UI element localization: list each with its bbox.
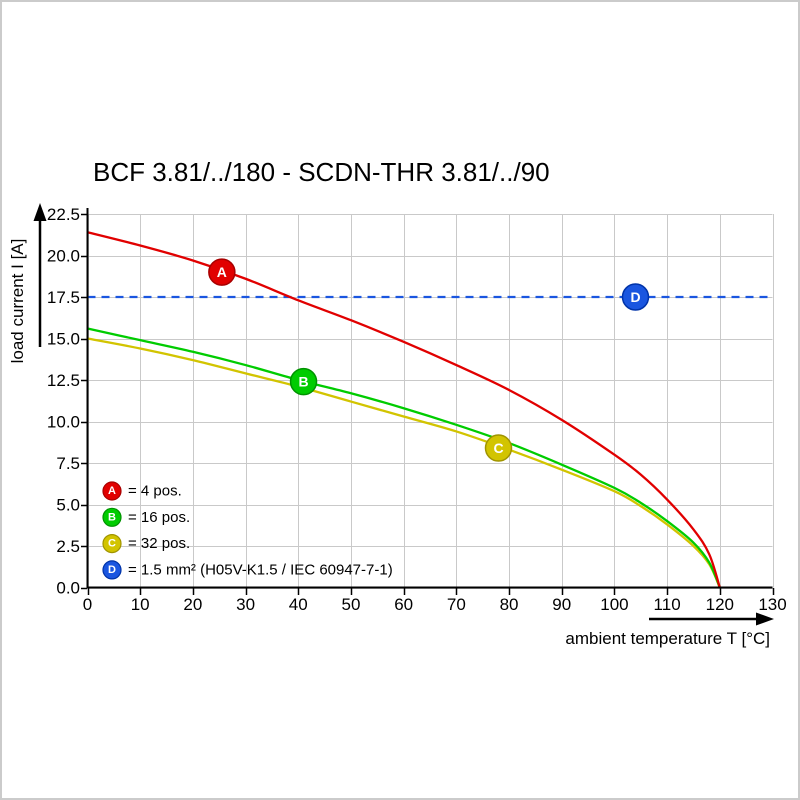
x-tick-label: 40 [289,595,308,614]
y-tick-label: 10.0 [47,413,80,432]
chart-title: BCF 3.81/../180 - SCDN-THR 3.81/../90 [93,157,550,187]
x-axis-arrow-head [756,612,774,626]
y-tick-label: 5.0 [56,496,80,515]
tick-labels: 0 10 20 30 40 50 60 70 80 90 100 110 120 130 0.0 2.5 5.0… [47,205,787,614]
legend-marker-letter-D: D [108,564,116,576]
marker-C [484,434,513,462]
axis-arrows [33,203,774,626]
y-tick-label: 2.5 [56,537,80,556]
legend: A = 4 pos. B = 16 pos. C = 32 pos. D = 1.5 mm² … [102,481,393,580]
legend-item-D: D = 1.5 mm² (H05V-K1.5 / IEC 60947-7-1) [102,560,393,580]
legend-item-C: C = 32 pos. [102,533,190,554]
x-tick-label: 130 [758,595,786,614]
axes [81,208,775,595]
x-tick-label: 110 [654,595,681,614]
y-tick-label: 17.5 [47,288,80,307]
y-tick-label: 7.5 [56,454,80,473]
curves [87,231,773,588]
x-tick-label: 30 [236,595,255,614]
grid [87,214,774,589]
marker-D [621,283,650,311]
marker-A [208,258,236,286]
y-tick-label: 22.5 [47,205,80,224]
x-tick-label: 70 [447,595,466,614]
legend-marker-letter-B: B [108,511,116,523]
legend-marker-letter-C: C [108,538,116,550]
series-markers: A B C D [208,258,650,462]
y-tick-label: 15.0 [47,330,80,349]
y-axis-label: load current I [A] [8,238,27,364]
marker-letter-C: C [493,440,503,456]
marker-letter-A: A [217,264,227,280]
x-tick-label: 90 [552,595,571,614]
legend-label-C: = 32 pos. [128,535,190,552]
x-tick-label: 0 [83,595,92,614]
marker-letter-B: B [298,374,308,390]
y-tick-label: 12.5 [47,371,80,390]
legend-label-D: = 1.5 mm² (H05V-K1.5 / IEC 60947-7-1) [128,561,393,578]
x-tick-label: 10 [131,595,150,614]
x-tick-label: 120 [706,595,734,614]
legend-marker-A [102,481,122,501]
x-tick-label: 80 [500,595,519,614]
marker-B [289,367,318,396]
curve-C [87,337,721,588]
legend-label-B: = 16 pos. [128,509,190,526]
legend-marker-letter-A: A [108,485,116,497]
legend-item-B: B = 16 pos. [102,507,190,527]
x-tick-label: 60 [394,595,413,614]
x-tick-label: 50 [342,595,361,614]
curve-B [87,327,721,588]
legend-label-A: = 4 pos. [128,483,182,500]
legend-marker-B [102,507,122,527]
x-tick-label: 20 [183,595,202,614]
y-tick-label: 0.0 [56,579,80,598]
legend-marker-D [102,560,122,580]
marker-letter-D: D [630,289,640,305]
x-axis-label: ambient temperature T [°C] [565,629,770,648]
legend-marker-C [102,533,122,554]
legend-item-A: A = 4 pos. [102,481,182,501]
x-tick-label: 100 [600,595,628,614]
y-tick-label: 20.0 [47,247,80,266]
y-axis-arrow-head [33,203,47,221]
